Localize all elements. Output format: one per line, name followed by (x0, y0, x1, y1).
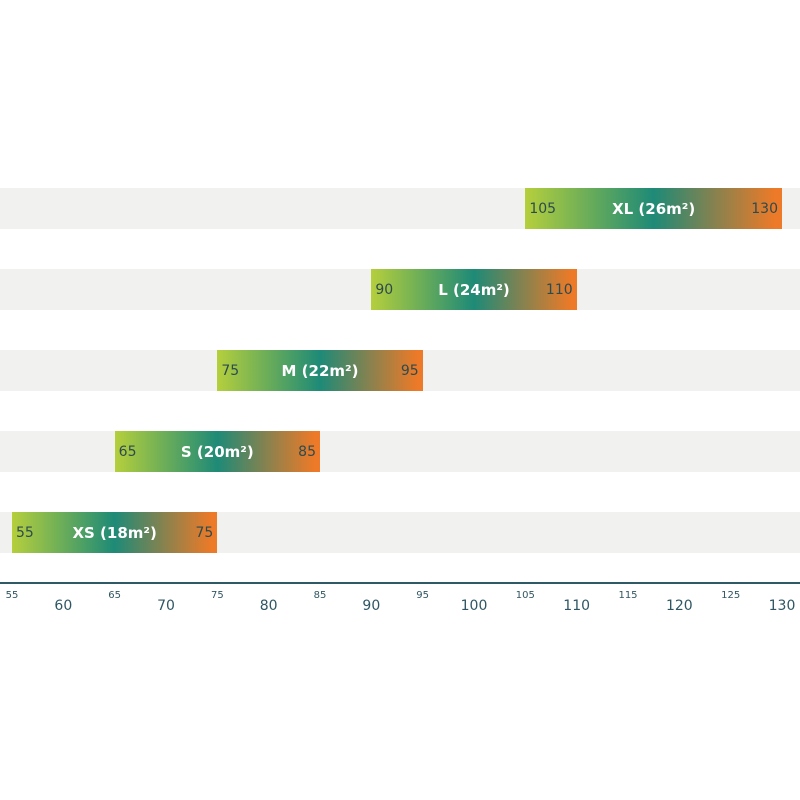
range-bar: 90 L (24m²) 110 (371, 269, 577, 310)
range-low-label: 75 (221, 362, 240, 379)
x-tick-label: 70 (157, 598, 175, 614)
range-low-label: 65 (118, 443, 137, 460)
x-tick-label: 105 (515, 590, 535, 601)
category-label: XS (18m²) (72, 523, 157, 542)
x-tick-label: 80 (259, 598, 278, 614)
range-low-label: 105 (529, 200, 557, 217)
range-low-label: 55 (16, 524, 34, 541)
category-label: L (24m²) (438, 280, 510, 299)
x-tick-label: 130 (768, 598, 796, 614)
range-high-label: 85 (298, 443, 316, 460)
x-tick-label: 65 (108, 590, 122, 601)
x-axis-line (0, 582, 800, 584)
range-bar: 55 XS (18m²) 75 (12, 512, 218, 553)
x-tick-label: 110 (563, 598, 591, 614)
x-tick-label: 90 (362, 598, 381, 614)
category-label: S (20m²) (180, 442, 254, 461)
x-tick-label: 60 (54, 598, 73, 614)
category-label: XL (26m²) (612, 199, 696, 218)
range-high-label: 75 (195, 524, 214, 541)
range-high-label: 110 (545, 281, 573, 298)
x-tick-label: 85 (313, 590, 327, 601)
range-high-label: 95 (400, 362, 419, 379)
range-bar: 75 M (22m²) 95 (217, 350, 423, 391)
x-tick-label: 120 (665, 598, 693, 614)
x-tick-label: 95 (416, 590, 430, 601)
x-tick-label: 100 (460, 598, 488, 614)
x-tick-label: 75 (210, 590, 224, 601)
range-high-label: 130 (751, 200, 778, 217)
range-low-label: 90 (375, 281, 394, 298)
x-tick-label: 125 (721, 590, 741, 601)
category-label: M (22m²) (281, 361, 359, 380)
range-bar: 65 S (20m²) 85 (114, 431, 320, 472)
x-tick-label: 55 (5, 590, 19, 601)
range-bar: 105 XL (26m²) 130 (525, 188, 782, 229)
x-tick-label: 115 (618, 590, 638, 601)
